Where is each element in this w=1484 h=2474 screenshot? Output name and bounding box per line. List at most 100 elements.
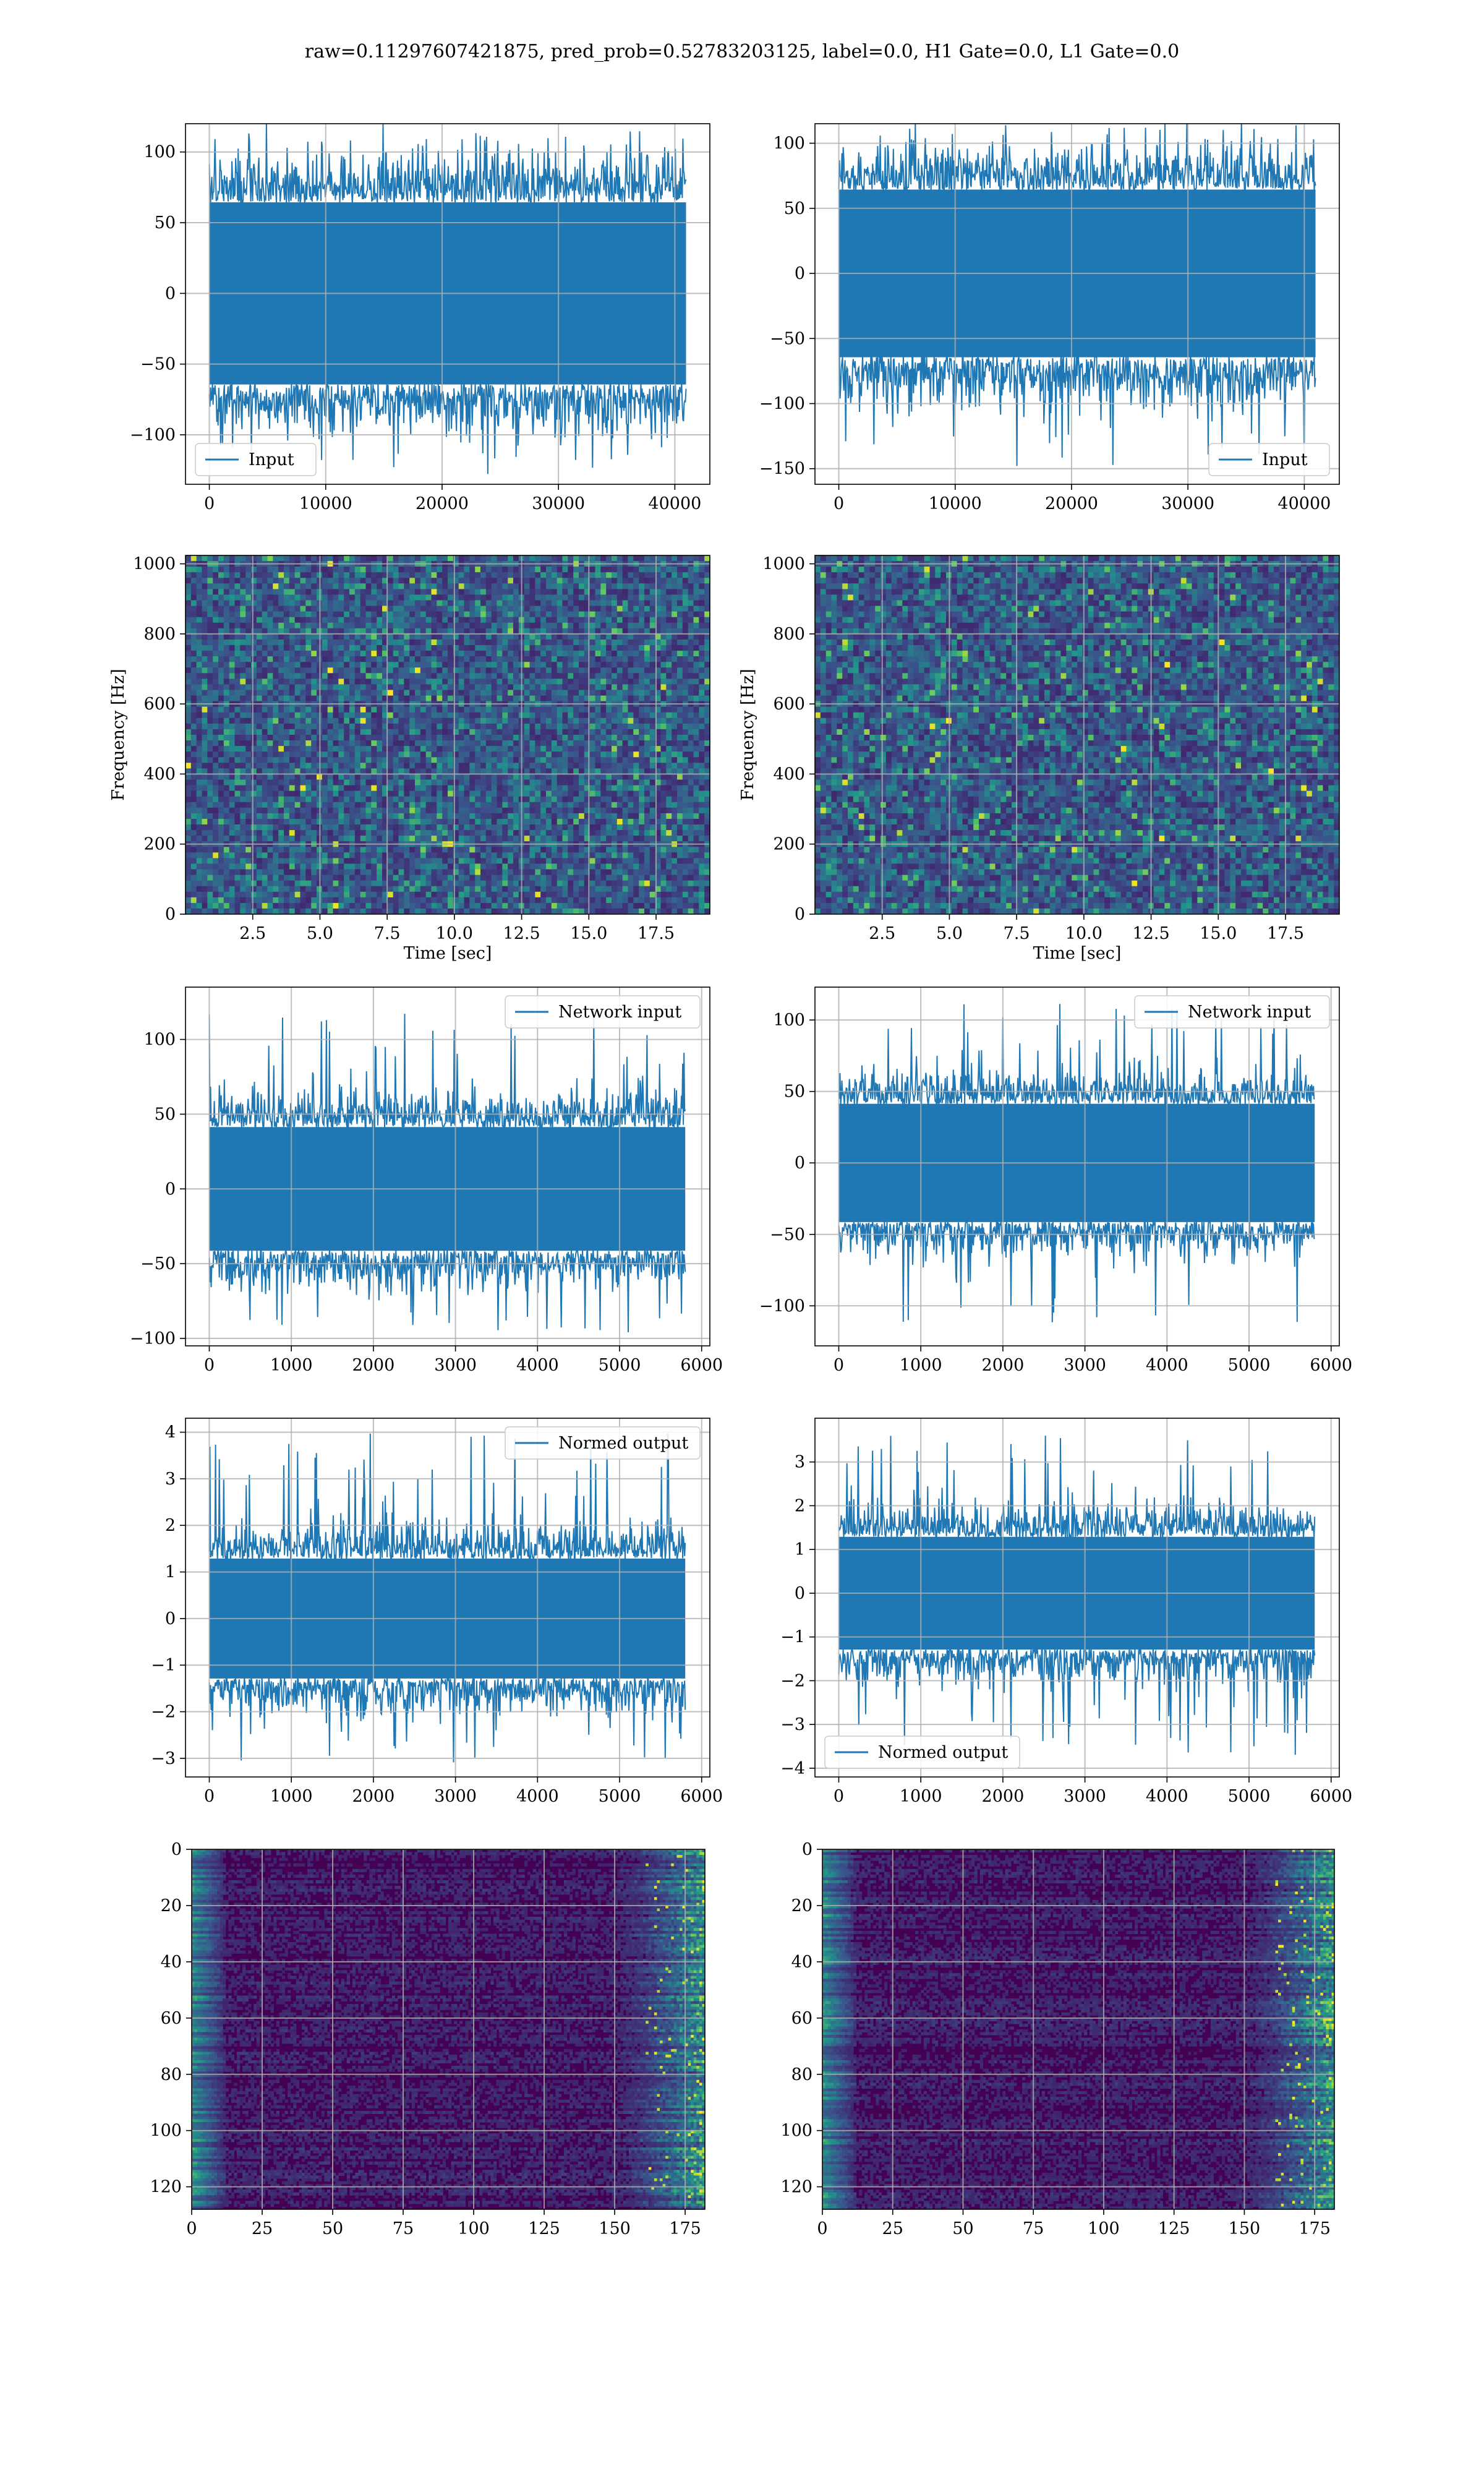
y-tick-label: 120 (150, 2178, 182, 2197)
y-tick-label: 40 (161, 1953, 182, 1972)
x-tick-label: 1000 (270, 1787, 313, 1806)
chart-network-input-l1: 0 1000 2000 3000 4000 5000 6000 −100 −50 0 50 100 Ne… (759, 987, 1352, 1375)
x-tick-label: 175 (1298, 2219, 1331, 2238)
figure-title: raw=0.11297607421875, pred_prob=0.527832… (0, 41, 1484, 62)
y-axis-label: Frequency [Hz] (109, 669, 128, 800)
series-lower-trace (838, 1646, 1316, 1755)
x-tick-label: 0 (834, 1787, 844, 1806)
chart-network-input-h1: 0 1000 2000 3000 4000 5000 6000 −100 −50 0 50 100 Ne… (130, 987, 723, 1375)
gridlines (186, 1418, 710, 1777)
y-tick-label: −2 (780, 1671, 805, 1690)
x-tick-label: 40000 (1277, 494, 1331, 513)
x-tick-label: 5.0 (307, 924, 333, 943)
legend: Normed output (824, 1736, 1020, 1769)
chart-spectrogram-h1: 2.5 5.0 7.5 10.0 12.5 15.0 17.5 0 200 400 600 800 10… (109, 555, 710, 963)
y-tick-label: 600 (143, 695, 176, 714)
gridlines (186, 124, 710, 484)
series-lower-trace (838, 1220, 1315, 1322)
y-tick-label: 20 (161, 1896, 182, 1915)
axes-frame (191, 1849, 706, 2210)
x-tick-label: 25 (252, 2219, 273, 2238)
x-tick-label: 20000 (416, 494, 469, 513)
x-tick-label: 10.0 (436, 924, 473, 943)
y-tick-label: 0 (795, 1154, 805, 1173)
series-lower-trace (208, 1676, 686, 1763)
series-lower-trace (208, 382, 687, 474)
series-upper-trace (838, 1004, 1315, 1107)
x-tick-label: 1000 (270, 1356, 313, 1375)
y-axis-label: Frequency [Hz] (738, 669, 757, 800)
plot-area (815, 1418, 1339, 1777)
x-tick-label: 5.0 (936, 924, 963, 943)
x-axis-label: Time [sec] (404, 944, 492, 963)
x-tick-label: 5000 (599, 1787, 641, 1806)
x-tick-label: 2000 (982, 1356, 1025, 1375)
y-tick-label: 50 (784, 1082, 805, 1102)
y-tick-label: 1 (165, 1563, 176, 1582)
y-tick-label: 0 (795, 264, 805, 283)
gridlines (815, 555, 1339, 914)
series-upper-trace (838, 124, 1316, 194)
legend: Normed output (505, 1426, 701, 1460)
y-tick-label: 60 (791, 2009, 812, 2028)
y-tick-label: 60 (161, 2009, 182, 2028)
y-tick-label: 1000 (762, 555, 805, 574)
y-tick-label: 400 (773, 764, 805, 784)
axes-frame (185, 987, 710, 1346)
heatmap-cells (815, 555, 1339, 914)
x-tick-label: 0 (817, 2219, 827, 2238)
chart-spectrogram-l1: 2.5 5.0 7.5 10.0 12.5 15.0 17.5 0 200 400 600 800 10… (738, 555, 1340, 963)
x-tick-label: 0 (204, 1356, 215, 1375)
y-tick-label: −1 (780, 1628, 805, 1647)
legend-label: Input (1262, 450, 1308, 469)
y-tick-label: −50 (140, 355, 176, 374)
plot-area (815, 124, 1339, 484)
y-tick-label: −50 (140, 1254, 176, 1273)
series-lower-trace (838, 354, 1316, 466)
y-tick-label: 0 (795, 905, 805, 924)
y-tick-label: −100 (130, 426, 176, 445)
gridlines (815, 987, 1339, 1346)
y-tick-label: 200 (143, 835, 176, 854)
y-tick-label: −50 (770, 1225, 805, 1244)
y-tick-label: 1000 (133, 555, 176, 574)
chart-input-l1: 0 10000 20000 30000 40000 −150 −100 −50 0 50 100 In… (759, 123, 1340, 513)
gridlines (186, 555, 710, 914)
gridlines (192, 1849, 705, 2209)
chart-feature-map-h1: 0 25 50 75 100 125 150 175 0 20 40 60 80 100 120 (150, 1840, 706, 2238)
plot-area (815, 987, 1339, 1346)
x-tick-label: 6000 (1310, 1787, 1352, 1806)
y-tick-label: 120 (780, 2178, 812, 2197)
y-tick-label: 100 (143, 143, 176, 162)
plot-area (186, 1418, 710, 1777)
x-tick-label: 6000 (680, 1787, 723, 1806)
y-tick-label: 600 (773, 695, 805, 714)
y-tick-label: 3 (795, 1453, 805, 1472)
y-tick-label: 50 (784, 199, 805, 218)
x-tick-label: 125 (1158, 2219, 1190, 2238)
y-tick-label: 1 (795, 1540, 805, 1559)
y-tick-label: 0 (165, 905, 176, 924)
axes-frame (814, 987, 1340, 1346)
heatmap-cells (186, 555, 710, 914)
y-tick-label: 400 (143, 764, 176, 784)
chart-normed-output-l1: 0 1000 2000 3000 4000 5000 6000 −4 −3 −2 −1 0 1 2 3 Nor… (780, 1418, 1352, 1806)
x-tick-label: 2000 (352, 1787, 395, 1806)
x-tick-label: 125 (528, 2219, 560, 2238)
series-upper-trace (208, 1009, 686, 1129)
x-tick-label: 10000 (299, 494, 352, 513)
x-tick-label: 3000 (1064, 1356, 1106, 1375)
y-tick-label: 0 (165, 284, 176, 303)
y-tick-label: 40 (791, 1953, 812, 1972)
y-tick-label: −4 (780, 1759, 805, 1778)
x-tick-label: 0 (204, 494, 215, 513)
y-tick-label: 0 (802, 1840, 812, 1859)
chart-feature-map-l1: 0 25 50 75 100 125 150 175 0 20 40 60 80 100 120 (780, 1840, 1335, 2238)
legend: Network input (505, 995, 701, 1029)
gridlines (822, 1849, 1334, 2209)
axes-frame (814, 123, 1340, 485)
y-tick-label: 50 (155, 213, 176, 233)
y-tick-label: 100 (143, 1030, 176, 1050)
series-lower-trace (208, 1249, 686, 1333)
y-tick-label: 20 (791, 1896, 812, 1915)
